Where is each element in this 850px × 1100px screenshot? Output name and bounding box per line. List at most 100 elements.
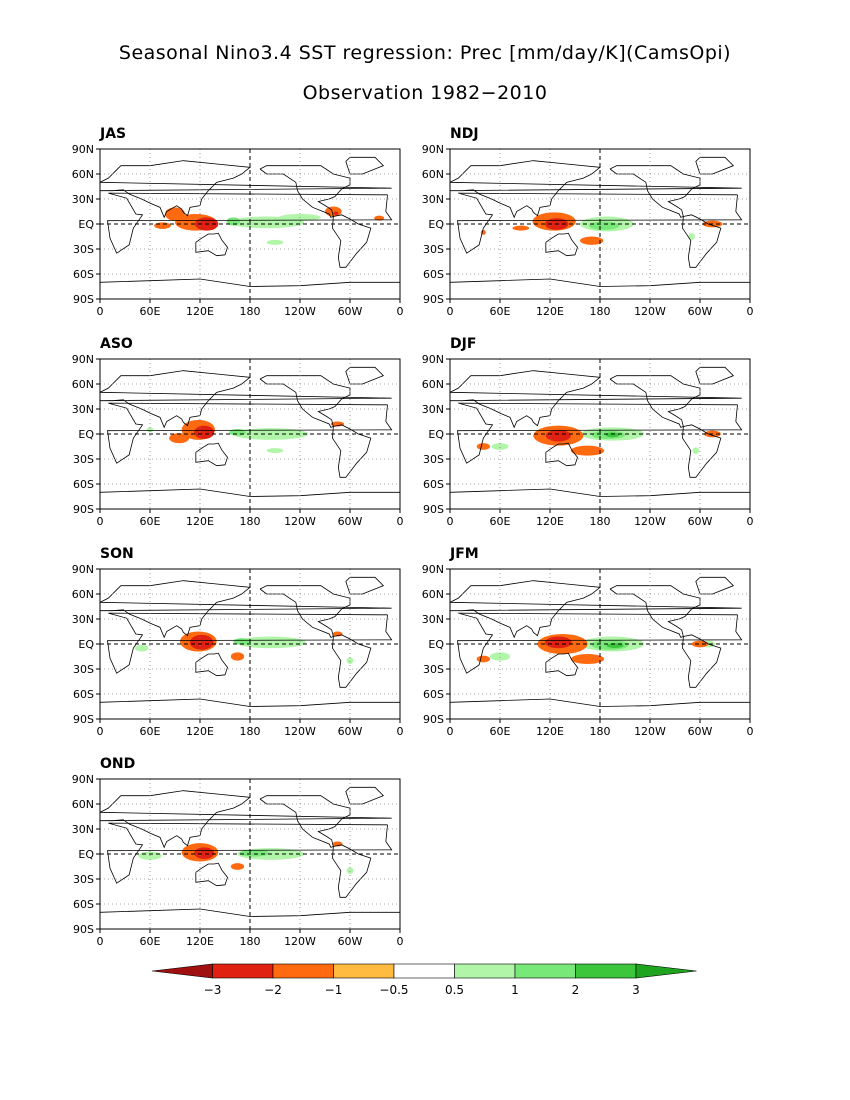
lat-tick-label: 90N (72, 354, 94, 366)
lon-tick-label: 0 (397, 305, 404, 318)
coastline (450, 698, 750, 707)
colorbar-segment (454, 963, 516, 979)
coastline (100, 790, 392, 849)
lon-tick-label: 120W (284, 515, 316, 528)
lon-tick-label: 60E (140, 725, 161, 738)
lat-tick-label: 90S (423, 293, 444, 306)
coastline (609, 585, 701, 638)
lon-tick-label: 60W (688, 305, 713, 318)
lon-tick-label: 120W (634, 515, 666, 528)
coastline (100, 580, 392, 639)
colorbar-level-label: 3 (632, 983, 640, 997)
colorbar-segment (333, 963, 395, 979)
lat-tick-label: 90S (73, 713, 94, 726)
positive-anomaly-region (235, 636, 306, 649)
lon-tick-label: 60W (338, 725, 363, 738)
lat-tick-label: EQ (78, 638, 94, 651)
lon-tick-label: 180 (240, 725, 261, 738)
negative-anomaly-region (154, 222, 171, 229)
positive-anomaly-region (491, 443, 509, 450)
coastline (345, 576, 385, 595)
colorbar-level-label: 2 (572, 983, 580, 997)
negative-anomaly-region (570, 654, 605, 664)
positive-anomaly-region (490, 652, 510, 661)
lat-tick-label: 90N (422, 564, 444, 576)
positive-anomaly-region (688, 233, 695, 240)
chart-subtitle: Observation 1982−2010 (302, 82, 548, 104)
lat-tick-label: 60N (422, 588, 444, 601)
negative-anomaly-region (230, 863, 245, 870)
lat-tick-label: 60S (73, 688, 94, 701)
lat-tick-label: EQ (78, 218, 94, 231)
lat-tick-label: 30N (422, 193, 444, 206)
map-panel-jfm: JFM 90N 60N 30N EQ 30S 60S 90S 0 60E 120E 180 120W 60… (400, 546, 754, 755)
coastline (259, 795, 351, 848)
colorbar-level-label: 0.5 (445, 983, 464, 997)
lat-tick-label: EQ (78, 428, 94, 441)
lon-tick-label: 60E (140, 305, 161, 318)
negative-anomaly-region (165, 207, 185, 221)
lat-tick-label: 60S (73, 268, 94, 281)
panel-label: NDJ (450, 126, 479, 142)
lon-tick-label: 0 (397, 725, 404, 738)
lat-tick-label: 30N (422, 613, 444, 626)
lon-tick-label: 0 (97, 725, 104, 738)
lat-tick-label: 90S (73, 503, 94, 516)
lat-tick-label: 90N (72, 564, 94, 576)
lon-tick-label: 60E (490, 305, 511, 318)
lon-tick-label: 0 (747, 725, 754, 738)
lon-tick-label: 60W (688, 515, 713, 528)
lon-tick-label: 0 (97, 935, 104, 948)
coastline (107, 612, 393, 674)
negative-anomaly-region (374, 215, 385, 221)
negative-anomaly-region (580, 236, 604, 245)
coastline (195, 652, 228, 677)
positive-anomaly-region (266, 448, 284, 454)
coastline (107, 402, 393, 464)
coastline (259, 165, 351, 218)
lon-tick-label: 120W (634, 725, 666, 738)
chart-title: Seasonal Nino3.4 SST regression: Prec [m… (118, 42, 732, 64)
lat-tick-label: 90N (422, 144, 444, 156)
lon-tick-label: 120W (284, 725, 316, 738)
coastline (332, 214, 372, 268)
negative-anomaly-region (169, 433, 190, 444)
lat-tick-label: 90S (73, 293, 94, 306)
lon-tick-label: 60E (490, 515, 511, 528)
lat-tick-label: 90S (423, 713, 444, 726)
panel-label: JFM (450, 546, 479, 562)
colorbar-segment (575, 963, 637, 979)
lat-tick-label: 90N (72, 774, 94, 786)
lat-tick-label: 30N (72, 193, 94, 206)
lon-tick-label: 60W (688, 725, 713, 738)
lat-tick-label: 30N (72, 403, 94, 416)
coastline (450, 580, 742, 639)
lat-tick-label: 60S (73, 478, 94, 491)
lat-tick-label: 60S (423, 478, 444, 491)
lon-tick-label: 180 (590, 515, 611, 528)
positive-anomaly-region (605, 432, 620, 438)
coastline (100, 160, 392, 219)
negative-anomaly-region (691, 640, 709, 648)
positive-anomaly-region (266, 239, 284, 245)
lat-tick-label: 90N (422, 354, 444, 366)
lat-tick-label: 30S (73, 663, 94, 676)
lon-tick-label: 60W (338, 305, 363, 318)
coastline (695, 366, 735, 385)
coastline (545, 652, 578, 677)
lon-tick-label: 60W (338, 515, 363, 528)
colorbar-segment (393, 963, 455, 979)
lat-tick-label: 60S (423, 688, 444, 701)
lat-tick-label: 90S (423, 503, 444, 516)
lon-tick-label: 0 (447, 515, 454, 528)
coastline (332, 424, 372, 478)
lon-tick-label: 0 (747, 305, 754, 318)
lat-tick-label: 60S (73, 898, 94, 911)
panel-label: DJF (450, 336, 477, 352)
coastline (195, 442, 228, 467)
coastline (332, 634, 372, 688)
coastline (545, 232, 578, 257)
